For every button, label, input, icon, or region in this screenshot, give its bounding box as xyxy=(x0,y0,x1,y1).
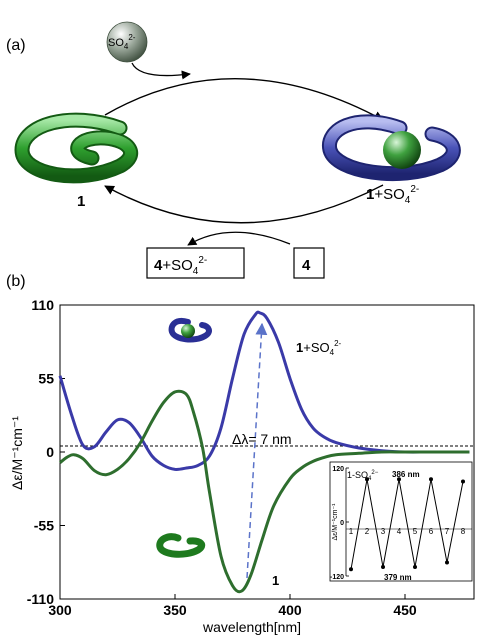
inset-point-6 xyxy=(429,477,433,482)
panel-b-label: (b) xyxy=(6,273,26,290)
shift-arrow xyxy=(246,322,268,579)
inset-y-tick-label-1: 0 xyxy=(340,520,344,527)
reagent-box: 4 xyxy=(293,247,325,279)
y-tick-label-2: 0 xyxy=(46,444,54,460)
inset-point-1 xyxy=(349,567,353,572)
x-tick-label-3: 450 xyxy=(393,602,417,618)
main-y-axis-label: Δε/M⁻¹cm⁻¹ xyxy=(9,416,25,490)
inset-x-tick-label-4: 5 xyxy=(413,527,418,536)
inset-point-5 xyxy=(413,565,417,569)
inset-x-tick-label-7: 8 xyxy=(461,527,466,536)
green-helix-icon xyxy=(14,112,139,184)
inset-point-7 xyxy=(445,560,449,565)
host-label: 1 xyxy=(77,193,85,210)
inset-point-3 xyxy=(381,565,385,569)
blue-helix-small-icon xyxy=(168,318,212,343)
binding-arrow xyxy=(104,78,384,121)
x-tick-label-2: 400 xyxy=(278,602,302,618)
series-line-host xyxy=(59,389,470,594)
inset-point-8 xyxy=(461,479,465,484)
y-tick-label-0: 110 xyxy=(31,297,54,313)
svg-text:SO42-: SO42- xyxy=(108,33,136,51)
inset-point-4 xyxy=(397,477,401,482)
inset-y-tick-label-2: -120 xyxy=(330,574,344,581)
svg-text:4: 4 xyxy=(302,257,311,274)
inset-x-tick-label-3: 4 xyxy=(397,527,402,536)
inset-x-tick-label-1: 2 xyxy=(365,527,370,536)
inset-series-line xyxy=(350,479,464,570)
blue-helix-complex-icon xyxy=(322,114,461,182)
y-tick-label-1: 55 xyxy=(38,371,54,387)
x-tick-label-1: 350 xyxy=(163,602,187,618)
inset-x-tick-label-5: 6 xyxy=(429,527,434,536)
series-label-host: 1 xyxy=(272,573,279,588)
svg-text:4+SO42-: 4+SO42- xyxy=(154,255,207,277)
inset-title: 1-SO42− xyxy=(347,470,379,482)
green-helix-small-icon xyxy=(156,533,206,558)
series-label-complex: 1+SO42- xyxy=(296,339,342,357)
reagent-arrow xyxy=(187,231,291,246)
x-tick-label-0: 300 xyxy=(48,602,72,618)
sulfate-sphere-icon: SO42- xyxy=(106,21,148,63)
inset-point-2 xyxy=(365,477,369,482)
shift-annotation: Δλ= 7 nm xyxy=(232,431,292,447)
inset-x-tick-label-0: 1 xyxy=(349,527,354,536)
inset-x-tick-label-6: 7 xyxy=(445,527,450,536)
inset-y-axis-label: Δε/M⁻¹cm⁻¹ xyxy=(332,503,339,541)
inset-annotation-bottom: 379 nm xyxy=(384,573,412,582)
y-tick-label-4: -110 xyxy=(27,591,54,607)
inset-annotation-top: 386 nm xyxy=(392,470,420,479)
main-x-axis-label: wavelength[nm] xyxy=(202,619,301,635)
release-arrow xyxy=(104,184,384,224)
complex-label: 1+SO42- xyxy=(366,184,419,206)
series-line-complex xyxy=(58,310,470,471)
panel-a-label: (a) xyxy=(6,37,26,54)
sulfate-entry-arrow xyxy=(131,62,191,80)
inset-x-tick-label-2: 3 xyxy=(381,527,386,536)
y-tick-label-3: -55 xyxy=(34,518,54,534)
inset-y-tick-label-0: 120 xyxy=(332,466,344,473)
product-box: 4+SO42- xyxy=(146,247,245,279)
